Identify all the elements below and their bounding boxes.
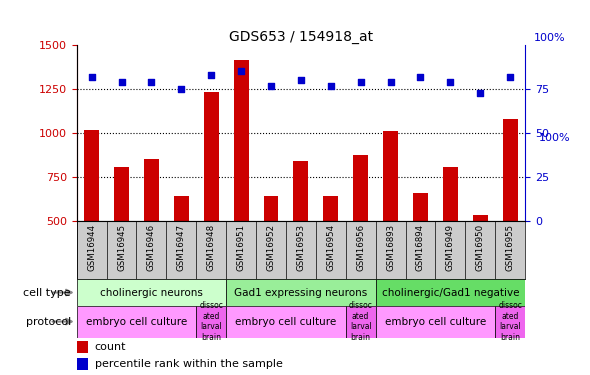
Text: protocol: protocol xyxy=(25,316,71,327)
Bar xyxy=(226,279,376,306)
Text: 100%: 100% xyxy=(534,33,566,43)
Bar xyxy=(495,306,525,338)
Title: GDS653 / 154918_at: GDS653 / 154918_at xyxy=(229,30,373,44)
Bar xyxy=(443,168,458,221)
Text: cell type: cell type xyxy=(23,288,71,297)
Point xyxy=(237,69,246,75)
Text: cholinergic/Gad1 negative: cholinergic/Gad1 negative xyxy=(382,288,519,297)
Text: embryo cell culture: embryo cell culture xyxy=(86,316,187,327)
Text: GSM16894: GSM16894 xyxy=(416,224,425,271)
Text: GSM16944: GSM16944 xyxy=(87,224,96,271)
Text: percentile rank within the sample: percentile rank within the sample xyxy=(94,359,283,369)
Bar xyxy=(114,168,129,221)
Bar xyxy=(196,306,226,338)
Bar xyxy=(144,159,159,221)
Text: GSM16956: GSM16956 xyxy=(356,224,365,271)
Text: GSM16955: GSM16955 xyxy=(506,224,514,271)
Point xyxy=(206,72,216,78)
Bar xyxy=(413,193,428,221)
Bar xyxy=(503,119,517,221)
Bar xyxy=(383,131,398,221)
Text: GSM16953: GSM16953 xyxy=(296,224,306,271)
Bar xyxy=(293,161,309,221)
Text: GSM16948: GSM16948 xyxy=(206,224,216,271)
Text: cholinergic neurons: cholinergic neurons xyxy=(100,288,203,297)
Text: GSM16951: GSM16951 xyxy=(237,224,245,271)
Point xyxy=(416,74,425,80)
Bar xyxy=(376,306,495,338)
Y-axis label: 100%: 100% xyxy=(539,133,571,143)
Text: count: count xyxy=(94,342,126,352)
Bar xyxy=(376,279,525,306)
Point xyxy=(506,74,515,80)
Point xyxy=(117,79,126,85)
Point xyxy=(176,86,186,92)
Text: GSM16950: GSM16950 xyxy=(476,224,485,271)
Bar xyxy=(77,306,196,338)
Point xyxy=(296,77,306,83)
Point xyxy=(87,74,96,80)
Point xyxy=(386,79,395,85)
Bar xyxy=(346,306,376,338)
Bar xyxy=(234,60,248,221)
Point xyxy=(266,82,276,88)
Text: dissoc
ated
larval
brain: dissoc ated larval brain xyxy=(199,302,223,342)
Text: embryo cell culture: embryo cell culture xyxy=(385,316,486,327)
Text: dissoc
ated
larval
brain: dissoc ated larval brain xyxy=(349,302,373,342)
Text: GSM16947: GSM16947 xyxy=(177,224,186,271)
Text: Gad1 expressing neurons: Gad1 expressing neurons xyxy=(234,288,368,297)
Text: GSM16952: GSM16952 xyxy=(267,224,276,271)
Bar xyxy=(226,306,346,338)
Bar xyxy=(264,196,278,221)
Bar xyxy=(473,215,488,221)
Point xyxy=(147,79,156,85)
Bar xyxy=(353,155,368,221)
Text: GSM16946: GSM16946 xyxy=(147,224,156,271)
Text: GSM16949: GSM16949 xyxy=(446,224,455,271)
Text: GSM16954: GSM16954 xyxy=(326,224,335,271)
Point xyxy=(445,79,455,85)
Text: dissoc
ated
larval
brain: dissoc ated larval brain xyxy=(498,302,522,342)
Bar xyxy=(204,92,219,221)
Point xyxy=(476,90,485,96)
Bar xyxy=(84,130,99,221)
Bar xyxy=(323,196,338,221)
Bar xyxy=(77,341,88,352)
Bar xyxy=(77,279,226,306)
Bar xyxy=(174,196,189,221)
Text: embryo cell culture: embryo cell culture xyxy=(235,316,336,327)
Text: GSM16945: GSM16945 xyxy=(117,224,126,271)
Text: GSM16893: GSM16893 xyxy=(386,224,395,271)
Point xyxy=(326,82,336,88)
Bar xyxy=(77,358,88,370)
Point xyxy=(356,79,365,85)
